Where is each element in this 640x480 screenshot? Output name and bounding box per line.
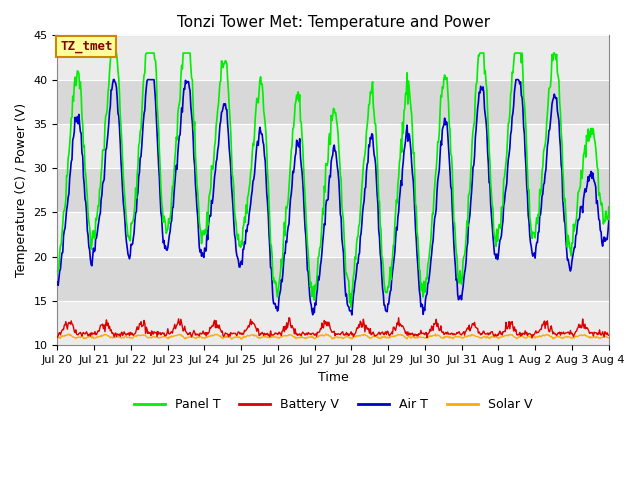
- Bar: [58, 124, 609, 168]
- Bar: [58, 301, 609, 345]
- Bar: [58, 257, 609, 301]
- Bar: [58, 213, 609, 257]
- Bar: [58, 80, 609, 124]
- Legend: Panel T, Battery V, Air T, Solar V: Panel T, Battery V, Air T, Solar V: [129, 394, 538, 417]
- Title: Tonzi Tower Met: Temperature and Power: Tonzi Tower Met: Temperature and Power: [177, 15, 490, 30]
- Bar: [58, 168, 609, 213]
- Y-axis label: Temperature (C) / Power (V): Temperature (C) / Power (V): [15, 103, 28, 277]
- Bar: [58, 36, 609, 80]
- X-axis label: Time: Time: [317, 371, 348, 384]
- Text: TZ_tmet: TZ_tmet: [60, 40, 113, 53]
